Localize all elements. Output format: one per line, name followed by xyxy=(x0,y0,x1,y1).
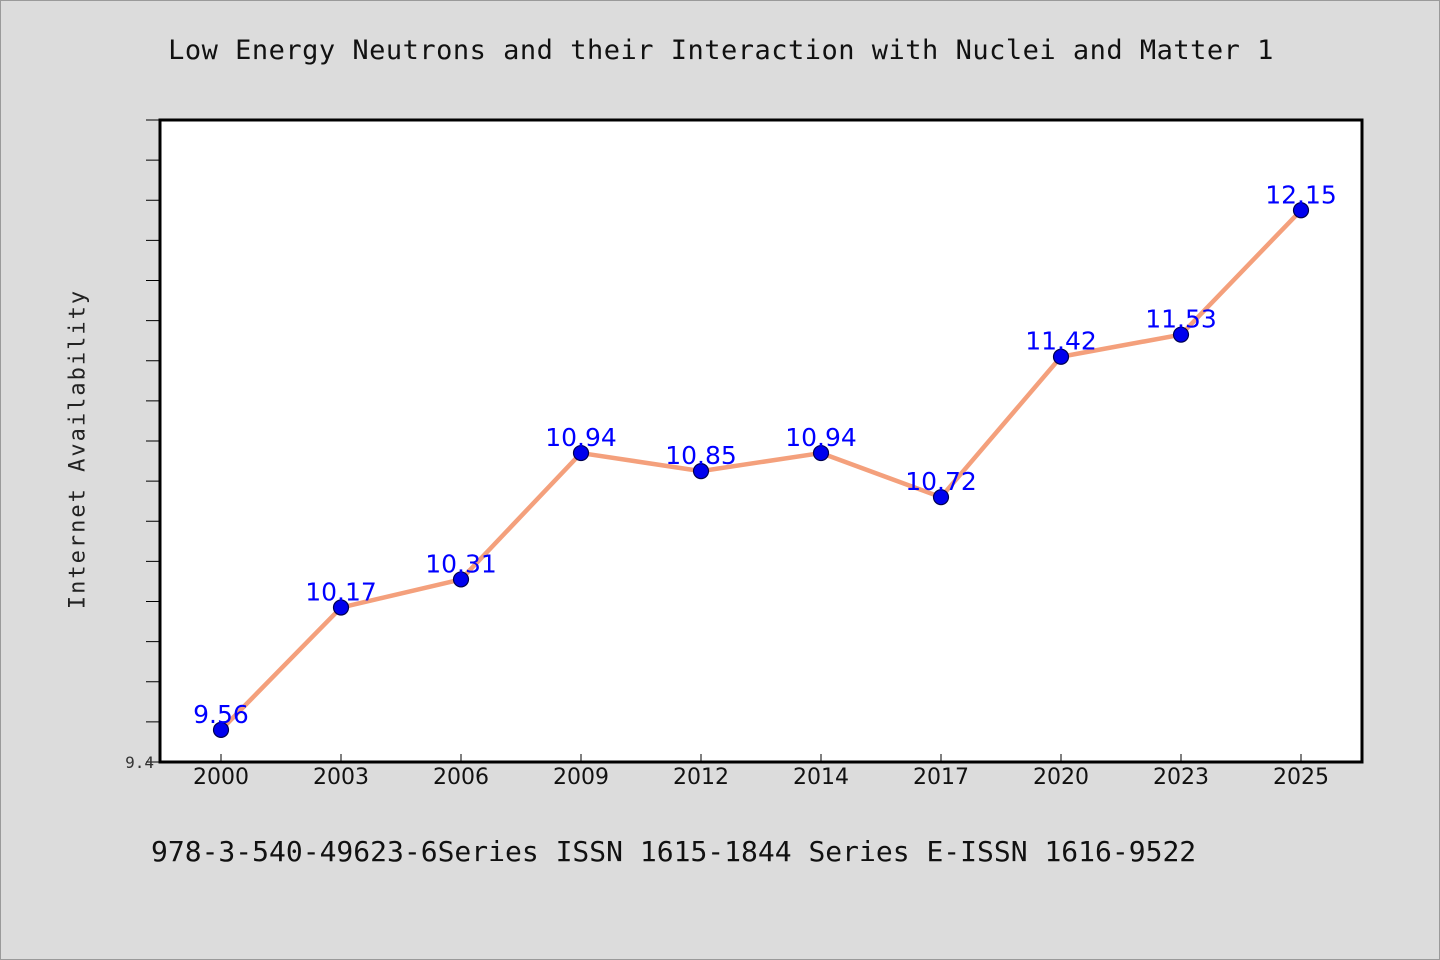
x-axis-ticks: 2000 2003 2006 2009 2012 2014 2017 2020 2023 2025 xyxy=(193,754,1329,790)
x-tick-label: 2025 xyxy=(1273,765,1329,790)
data-point xyxy=(812,444,830,462)
plot-area xyxy=(158,118,1364,764)
data-label: 10.94 xyxy=(545,423,617,452)
data-label: 10.17 xyxy=(305,578,377,607)
data-label: 10.85 xyxy=(665,441,737,470)
x-tick-label: 2000 xyxy=(193,765,249,790)
data-label: 10.94 xyxy=(785,423,857,452)
data-label: 10.31 xyxy=(425,549,497,578)
x-tick-label: 2014 xyxy=(793,765,849,790)
x-tick-label: 2003 xyxy=(313,765,369,790)
data-label: 12.15 xyxy=(1265,180,1337,209)
x-tick-label: 2023 xyxy=(1153,765,1209,790)
data-label: 11.53 xyxy=(1145,305,1217,334)
data-point xyxy=(572,444,590,462)
x-tick-label: 2009 xyxy=(553,765,609,790)
series-line xyxy=(218,208,1304,733)
y-tick-label: 9.4 xyxy=(125,753,154,772)
x-tick-label: 2012 xyxy=(673,765,729,790)
data-point xyxy=(1052,348,1070,365)
data-point xyxy=(692,462,710,480)
data-point xyxy=(212,721,230,739)
data-point xyxy=(452,571,470,588)
x-tick-label: 2017 xyxy=(913,765,969,790)
data-point xyxy=(332,599,350,616)
data-label: 10.72 xyxy=(905,467,977,496)
data-label: 9.56 xyxy=(193,700,249,729)
x-tick-label: 2006 xyxy=(433,765,489,790)
data-point xyxy=(1172,326,1190,343)
footer-isbn-note: 978-3-540-49623-6Series ISSN 1615-1844 S… xyxy=(151,835,1197,868)
data-point xyxy=(932,489,950,506)
data-point xyxy=(1292,202,1310,219)
y-axis-ticks: 9.4 xyxy=(125,119,160,772)
x-tick-label: 2020 xyxy=(1033,765,1089,790)
chart-title: Low Energy Neutrons and their Interactio… xyxy=(168,35,1274,66)
data-label: 11.42 xyxy=(1025,327,1097,356)
series-layer: 9.56 10.17 10.31 10.94 10.85 10.94 10.72 11.42 1… xyxy=(193,180,1337,739)
